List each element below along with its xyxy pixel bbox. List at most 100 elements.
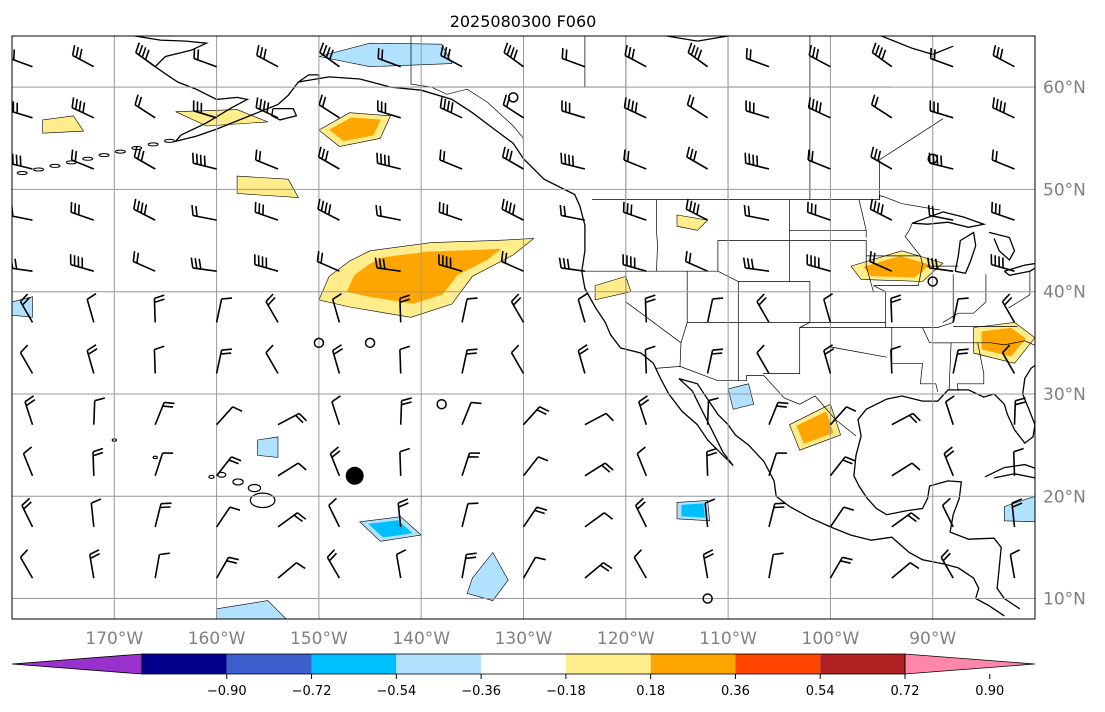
wind-barb xyxy=(153,345,165,374)
wind-barb xyxy=(584,512,614,528)
wind-barb xyxy=(829,506,855,528)
longitude-label: 140°W xyxy=(392,629,450,649)
coastline-segment xyxy=(857,364,1035,445)
wind-barb xyxy=(577,293,588,323)
latitude-labels: 60°N 50°N 40°N 30°N 20°N 10°N xyxy=(1043,78,1086,609)
longitude-label: 130°W xyxy=(495,629,553,649)
longitude-labels: 170°W 160°W 150°W 140°W 130°W 120°W 110°W 100°W… xyxy=(85,629,956,649)
wind-barb xyxy=(192,152,217,170)
island xyxy=(152,455,158,460)
wind-barb xyxy=(153,294,165,323)
aleutian-island xyxy=(49,163,61,168)
wind-barb xyxy=(584,462,614,477)
wind-barb xyxy=(624,45,647,68)
wind-barb xyxy=(132,251,156,272)
wind-barb xyxy=(86,344,98,374)
wind-barb xyxy=(377,48,401,68)
wind-barb xyxy=(256,45,279,68)
wind-barb xyxy=(756,344,770,374)
wind-barb xyxy=(461,452,481,477)
positive-anomaly-southeast-us-core xyxy=(981,327,1026,357)
wind-barb xyxy=(503,42,524,68)
wind-barb xyxy=(134,94,156,119)
coastline-segment xyxy=(1052,513,1073,518)
coastline-segment xyxy=(1037,253,1074,258)
wind-barb xyxy=(215,456,242,477)
wind-barb xyxy=(622,254,647,272)
border-line xyxy=(948,342,952,390)
wind-barb xyxy=(1001,293,1016,323)
border-line xyxy=(891,362,939,392)
wind-barb xyxy=(807,97,831,119)
wind-barb xyxy=(399,294,411,323)
wind-barb xyxy=(870,94,893,119)
border-line xyxy=(410,36,524,139)
colorbar-segment xyxy=(481,654,566,674)
wind-barb xyxy=(90,498,102,527)
wind-barb xyxy=(561,48,586,68)
wind-barb xyxy=(992,45,1015,68)
negative-anomaly-tropics-130 xyxy=(466,551,509,601)
negative-anomaly-baja xyxy=(727,383,755,410)
wind-barb xyxy=(623,97,647,119)
longitude-label: 100°W xyxy=(802,629,860,649)
wind-barb xyxy=(277,462,307,477)
border-line xyxy=(956,342,985,391)
wind-barb xyxy=(70,201,95,221)
colorbar-tick-label: 0.54 xyxy=(806,684,835,699)
positive-anomaly-upper-midwest-core xyxy=(863,256,930,278)
border-line xyxy=(879,118,944,200)
wind-barb xyxy=(93,397,106,425)
wind-barb xyxy=(823,344,835,374)
border-line xyxy=(1008,271,1031,309)
wind-barb xyxy=(19,293,34,323)
colorbar-segment xyxy=(735,654,821,674)
wind-barb xyxy=(319,42,340,68)
wind-barb xyxy=(461,297,478,323)
wind-barb xyxy=(399,447,411,476)
wind-barb xyxy=(870,146,893,170)
wind-barb xyxy=(21,497,34,528)
map-title: 2025080300 F060 xyxy=(450,12,597,31)
wind-barb xyxy=(439,97,463,119)
wind-barb xyxy=(22,446,34,477)
calm-wind-marker xyxy=(508,92,519,103)
positive-anomaly-aleutian xyxy=(42,115,85,134)
wind-barb xyxy=(254,201,279,221)
wind-barb xyxy=(254,254,279,272)
border-line xyxy=(679,271,688,367)
coastline-segment xyxy=(666,36,729,42)
wind-barb xyxy=(12,153,33,170)
wind-barb xyxy=(12,101,33,119)
wind-barb xyxy=(891,562,920,579)
wind-barb xyxy=(644,345,656,374)
wind-barb xyxy=(92,447,104,476)
border-line xyxy=(858,199,867,238)
wind-barb xyxy=(133,198,156,221)
wind-barb xyxy=(317,198,340,221)
colorbar-tick-label: −0.54 xyxy=(376,684,416,699)
wind-barb xyxy=(687,42,709,68)
wind-barb xyxy=(88,549,101,579)
wind-barb xyxy=(215,297,233,323)
wind-barb xyxy=(871,42,893,68)
wind-barb xyxy=(768,502,786,528)
wind-barb xyxy=(192,100,217,119)
coastline-segment xyxy=(1092,496,1105,514)
wind-barb xyxy=(940,549,954,579)
wind-barb xyxy=(265,293,279,323)
wind-barb xyxy=(577,344,589,374)
storm-marker xyxy=(345,466,364,485)
latitude-label: 60°N xyxy=(1043,78,1086,98)
wind-barb xyxy=(24,395,36,425)
wind-barb xyxy=(510,293,525,323)
colorbar-tick-label: 0.18 xyxy=(636,684,665,699)
wind-barb xyxy=(584,412,614,426)
colorbar-segment xyxy=(396,654,482,674)
wind-barb xyxy=(941,497,954,528)
calm-wind-marker xyxy=(927,276,938,287)
wind-barb xyxy=(317,146,340,170)
anomaly-layer xyxy=(12,42,1035,619)
coastlines xyxy=(16,36,1105,617)
wind-barb xyxy=(439,149,463,170)
